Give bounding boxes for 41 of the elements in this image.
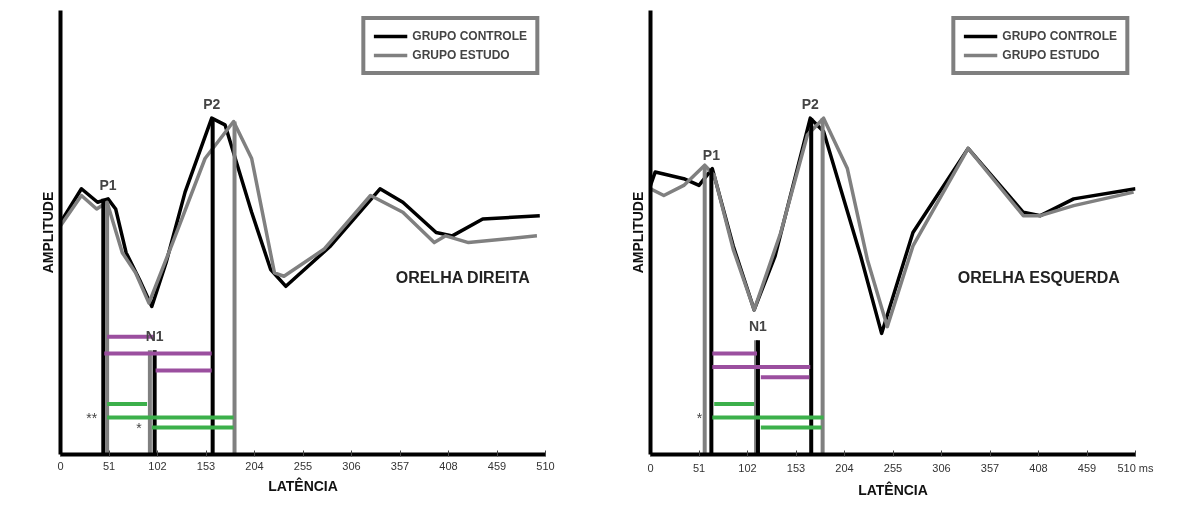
x-tick-label: 357	[390, 459, 410, 472]
x-tick-label: 0	[57, 459, 64, 472]
annotation: N1	[749, 318, 768, 335]
annotation: ORELHA DIREITA	[395, 268, 531, 286]
x-axis-title: LATÊNCIA	[858, 480, 928, 498]
x-tick-label: 51	[102, 459, 116, 472]
annotation: *	[696, 409, 703, 426]
x-tick-label: 51	[692, 461, 706, 474]
legend-label: GRUPO CONTROLE	[1002, 29, 1117, 43]
legend-label: GRUPO ESTUDO	[412, 48, 510, 62]
annotation: *	[136, 419, 143, 436]
x-tick-label: 459	[487, 459, 507, 472]
annotation: P2	[801, 96, 820, 113]
x-tick-label: 102	[738, 461, 757, 474]
annotation: N1	[145, 328, 164, 345]
annotation: **	[86, 409, 98, 426]
x-tick-label: 408	[439, 459, 458, 472]
annotation: P1	[99, 176, 117, 193]
x-tick-label: 306	[932, 461, 951, 474]
x-tick-label: 153	[196, 459, 216, 472]
x-axis-title: LATÊNCIA	[268, 476, 338, 494]
x-tick-label: 255	[293, 459, 313, 472]
x-tick-label: 408	[1029, 461, 1048, 474]
x-tick-label: 0	[647, 461, 654, 474]
x-tick-label: 204	[835, 461, 854, 474]
x-tick-label: 510 ms	[1117, 461, 1155, 474]
legend-label: GRUPO CONTROLE	[412, 29, 527, 43]
x-tick-label: 306	[342, 459, 361, 472]
x-tick-label: 510	[536, 459, 555, 472]
annotation: P1	[702, 146, 721, 163]
legend-label: GRUPO ESTUDO	[1002, 48, 1100, 62]
annotation: ORELHA ESQUERDA	[957, 268, 1121, 286]
x-tick-label: 102	[148, 459, 167, 472]
x-tick-label: 459	[1077, 461, 1097, 474]
x-tick-label: 255	[883, 461, 903, 474]
x-tick-label: 204	[245, 459, 264, 472]
x-tick-label: 153	[786, 461, 806, 474]
y-axis-title: AMPLITUDE	[629, 191, 646, 274]
x-tick-label: 357	[980, 461, 1000, 474]
y-axis-title: AMPLITUDE	[39, 191, 56, 274]
annotation: P2	[203, 96, 221, 113]
